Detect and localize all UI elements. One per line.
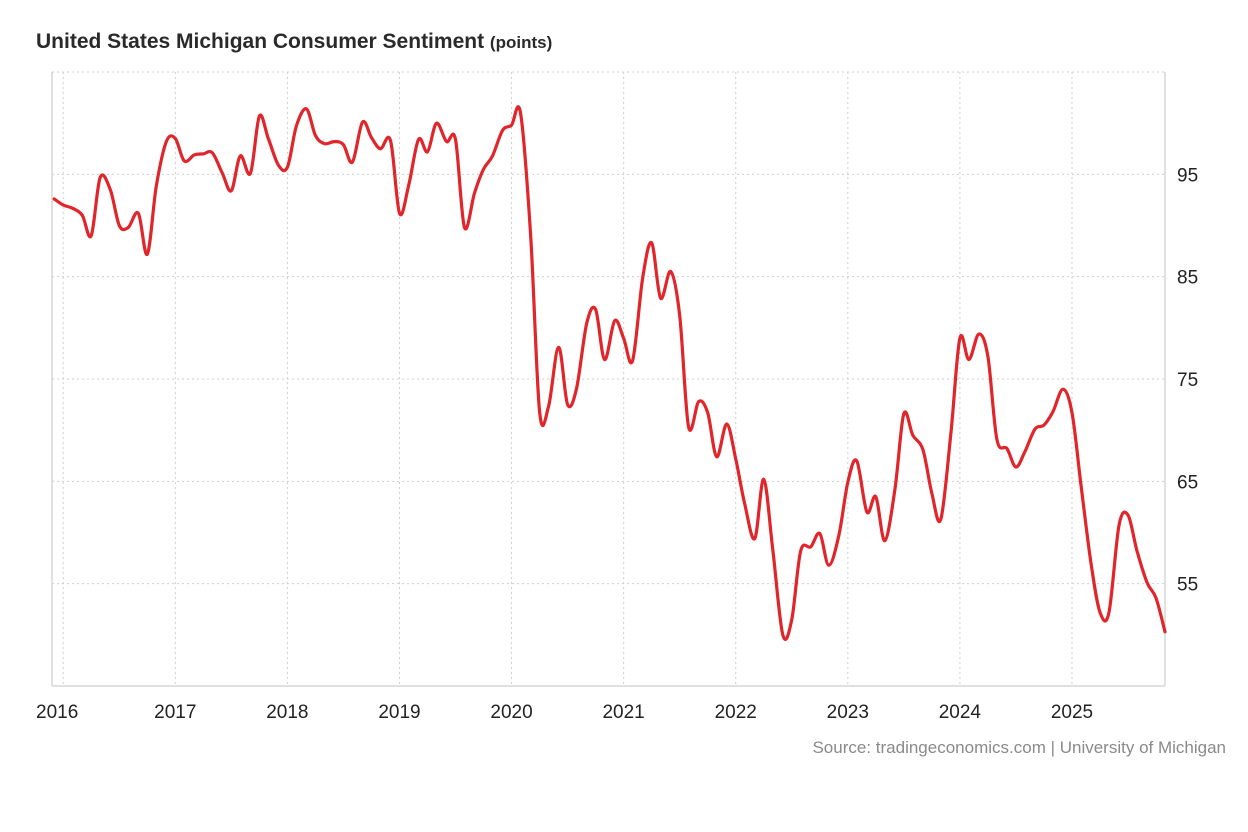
x-tick-label: 2022	[715, 702, 757, 723]
y-tick-label: 95	[1177, 165, 1198, 186]
x-tick-label: 2020	[490, 702, 532, 723]
tick-label-layer: 55 65 75 85 95 2016 2017 2018 2019 2020 2021 2022 20…	[36, 165, 1198, 723]
x-tick-label: 2021	[602, 702, 644, 723]
y-tick-label: 55	[1177, 575, 1198, 596]
x-tick-label: 2023	[827, 702, 869, 723]
series-line	[52, 105, 1167, 641]
x-tick-label: 2019	[378, 702, 420, 723]
series-layer	[52, 105, 1167, 641]
x-tick-label: 2024	[939, 702, 982, 723]
y-tick-label: 65	[1177, 472, 1198, 493]
source-note: Source: tradingeconomics.com | Universit…	[812, 738, 1226, 757]
x-tick-label: 2025	[1051, 702, 1093, 723]
chart-units: (points)	[489, 33, 553, 52]
chart-title-text: United States Michigan Consumer Sentimen…	[36, 30, 485, 53]
axis-layer	[51, 72, 1166, 687]
x-tick-label: 2018	[266, 702, 308, 723]
chart-title: United States Michigan Consumer Sentimen…	[36, 30, 552, 54]
x-tick-label: 2016	[36, 702, 78, 723]
y-tick-label: 75	[1177, 370, 1198, 391]
x-tick-label: 2017	[154, 702, 196, 723]
y-tick-label: 85	[1177, 268, 1198, 289]
grid-layer	[52, 71, 1165, 686]
